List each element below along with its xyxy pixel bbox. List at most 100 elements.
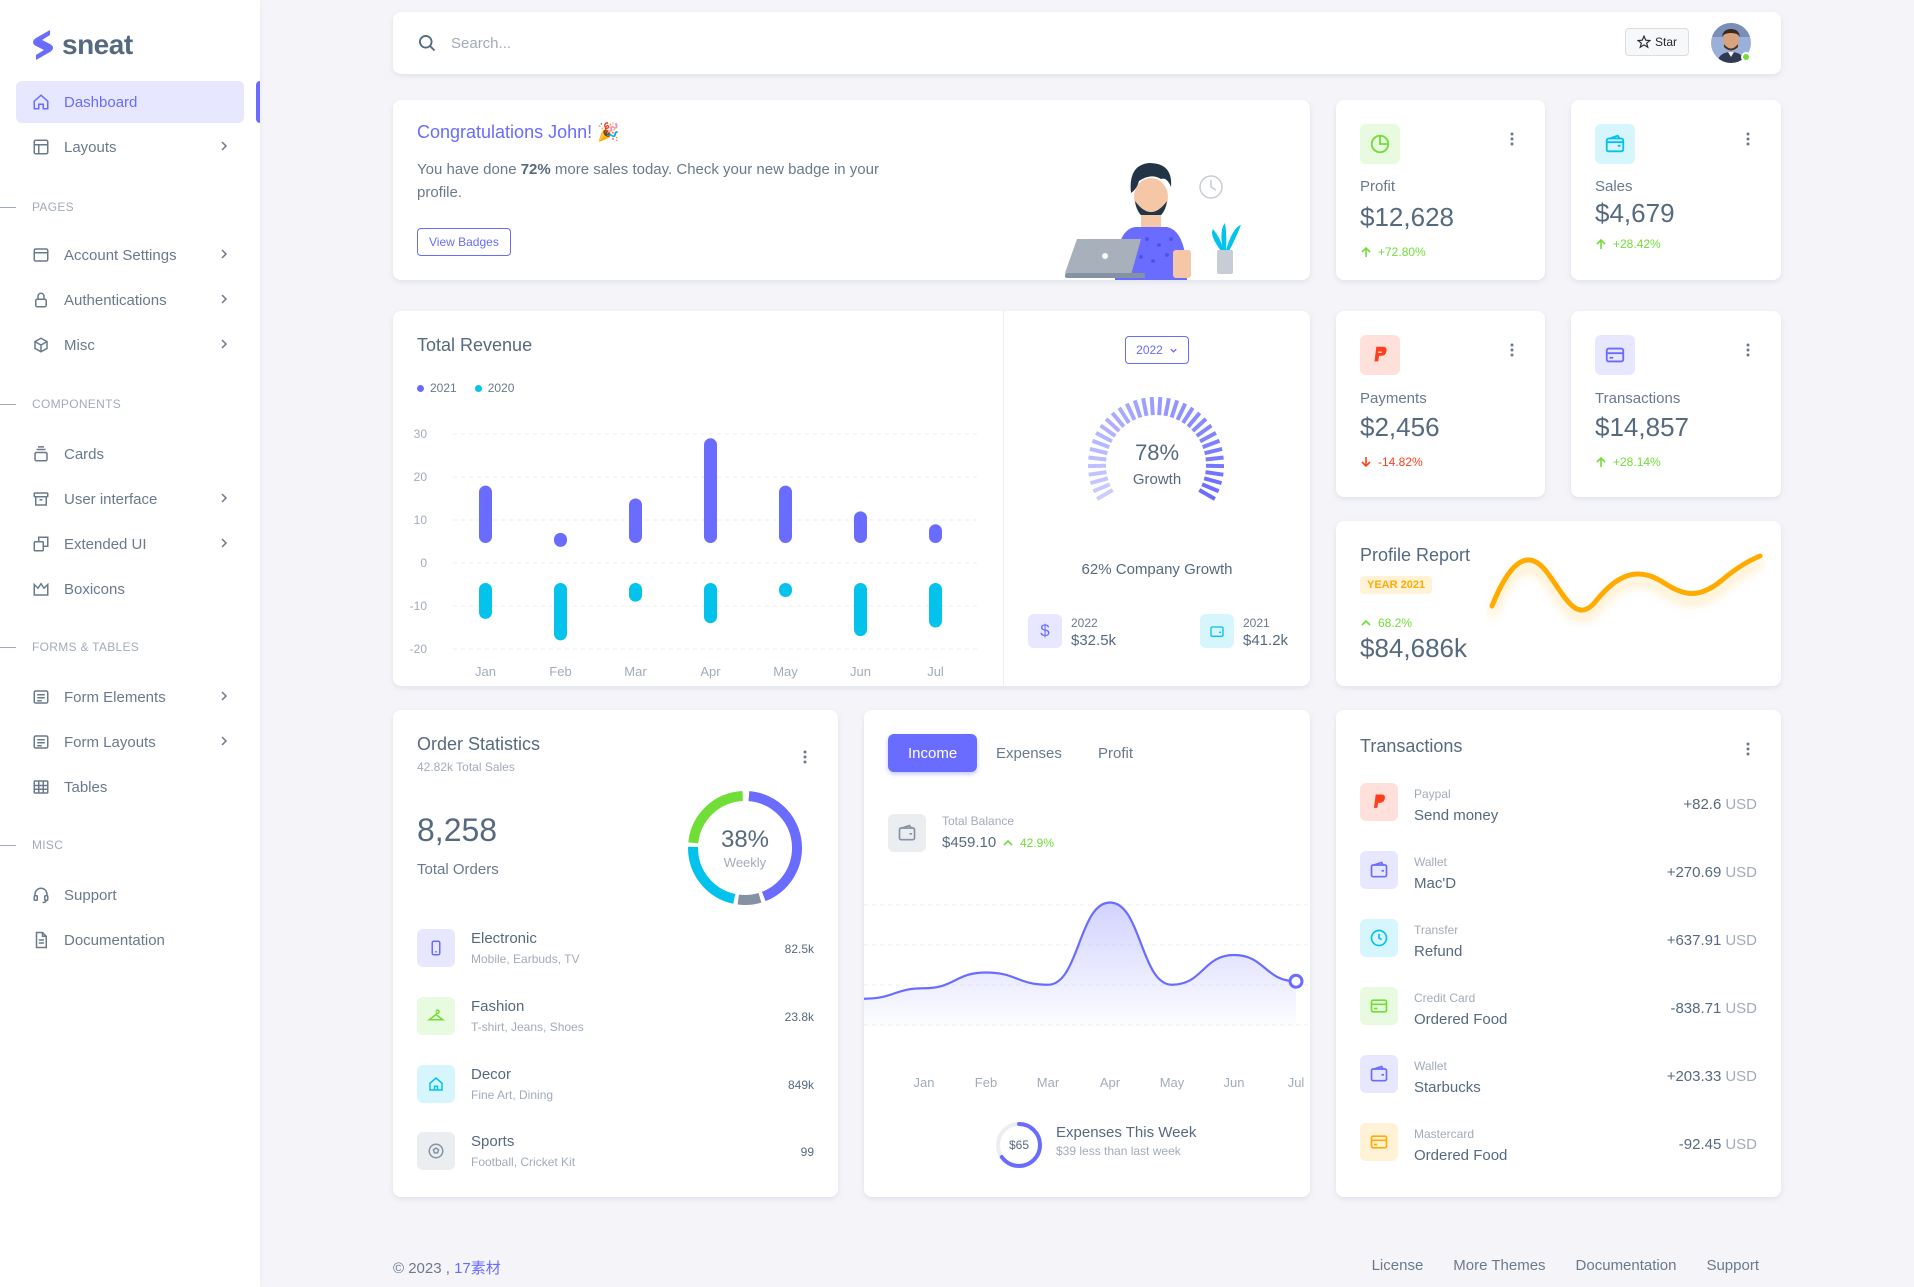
total-revenue-card: Total Revenue 2021 2020 30 20 10 0 -10 -20 Jan… [393,311,1310,686]
sidebar-item-form-layouts[interactable]: Form Layouts [16,721,244,763]
more-options-icon[interactable] [1739,130,1757,148]
menu-header-components: Components [0,397,121,411]
gauge-segment [1095,431,1113,444]
gauge-segment [1199,431,1217,444]
growth-radial-gauge [1087,397,1225,501]
github-star-button[interactable]: Star [1625,28,1689,56]
transaction-amount: -838.71 USD [1670,1000,1757,1017]
wallet-icon [1595,124,1635,164]
amount-value: +637.91 [1666,932,1722,949]
sidebar-item-label: Support [64,886,117,904]
view-badges-button[interactable]: View Badges [417,228,511,256]
profile-change: 68.2% [1360,616,1412,630]
dollar-icon: $ [1028,614,1062,648]
welcome-text: You have done 72% more sales today. Chec… [417,158,887,204]
brand[interactable]: sneat [30,28,133,62]
brand-link[interactable]: 17素材 [454,1260,501,1277]
category-value: 23.8k [784,1010,814,1024]
sidebar-item-label: Form Layouts [64,733,156,751]
year-dropdown-label: 2022 [1136,343,1163,357]
gauge-segment [1191,417,1208,433]
sidebar-item-documentation[interactable]: Documentation [16,919,244,961]
wallet-icon [1200,614,1234,648]
tab-profit[interactable]: Profit [1098,744,1134,762]
sidebar-item-form-elements[interactable]: Form Elements [16,676,244,718]
profile-report-card: Profile Report YEAR 2021 68.2% $84,686k [1336,521,1781,686]
more-options-icon[interactable] [1739,341,1757,359]
more-options-icon[interactable] [1739,740,1757,758]
transaction-amount: +637.91 USD [1667,932,1757,949]
collection-icon [32,445,50,463]
amount-value: +203.33 [1666,1068,1722,1085]
more-options-icon[interactable] [796,748,814,766]
category-sub: Mobile, Earbuds, TV [471,952,580,966]
chevron-up-icon [1003,839,1013,846]
gauge-segment [1132,399,1143,419]
legend-label: 2021 [430,381,457,395]
x-tick-label: Jun [850,664,871,679]
credit-card-icon [1360,1123,1398,1161]
sidebar-item-label: Documentation [64,931,165,949]
transaction-amount: -92.45 USD [1679,1136,1757,1153]
layout-icon [32,138,50,156]
summary-value: $32.5k [1071,632,1117,649]
user-avatar[interactable] [1711,23,1751,63]
sidebar-item-authentications[interactable]: Authentications [16,279,244,321]
chart-pie-icon [1360,124,1400,164]
gauge-segment [1088,455,1107,462]
more-options-icon[interactable] [1503,130,1521,148]
stat-change: +28.42% [1595,237,1661,251]
x-tick-label: Apr [1100,1075,1121,1090]
footer-link-more-themes[interactable]: More Themes [1453,1257,1546,1274]
sidebar-item-account-settings[interactable]: Account Settings [16,234,244,276]
transaction-name: Starbucks [1414,1079,1481,1096]
more-options-icon[interactable] [1503,341,1521,359]
transaction-name: Ordered Food [1414,1147,1508,1164]
area-fill [864,902,1296,1025]
growth-percent: 78% [1134,440,1180,465]
sidebar-item-tables[interactable]: Tables [16,766,244,808]
sidebar-item-user-interface[interactable]: User interface [16,478,244,520]
tab-expenses[interactable]: Expenses [996,744,1062,762]
transaction-name: Send money [1414,807,1499,824]
amount-currency: USD [1725,864,1757,881]
bar-2020-Mar [629,583,642,602]
lock-icon [32,291,50,309]
man-with-laptop-illustration [1065,163,1241,280]
search-input[interactable] [451,28,1051,58]
footer-link-support[interactable]: Support [1706,1257,1759,1274]
sidebar-item-extended-ui[interactable]: Extended UI [16,523,244,565]
amount-currency: USD [1725,796,1757,813]
support-icon [32,886,50,904]
sidebar-item-support[interactable]: Support [16,874,244,916]
expenses-sub: $39 less than last week [1056,1144,1181,1158]
year-dropdown-button[interactable]: 2022 [1125,336,1189,364]
bar-2020-Jul [929,583,942,628]
credit-card-icon [1595,335,1635,375]
chevron-right-icon [221,691,228,701]
transaction-type: Paypal [1414,787,1451,801]
welcome-text-before: You have done [417,161,521,178]
income-line [864,901,1297,1000]
footer-link-documentation[interactable]: Documentation [1575,1257,1677,1274]
sidebar-item-dashboard[interactable]: Dashboard [16,81,244,123]
sidebar-item-layouts[interactable]: Layouts [16,126,244,168]
star-label: Star [1654,35,1677,49]
sidebar-item-cards[interactable]: Cards [16,433,244,475]
gauge-segment [1124,402,1137,421]
sidebar-item-label: Extended UI [64,535,147,553]
dock-icon [32,246,50,264]
data-point [1288,973,1304,989]
chevron-right-icon [221,294,228,304]
y-tick-label: 10 [414,513,428,527]
sidebar-item-misc[interactable]: Misc [16,324,244,366]
wallet-icon [1360,1055,1398,1093]
footer-link-license[interactable]: License [1371,1257,1424,1274]
sidebar-item-boxicons[interactable]: Boxicons [16,568,244,610]
donut-percent: 38% [720,826,770,853]
gauge-segment [1149,397,1155,416]
amount-value: +270.69 [1666,864,1722,881]
transaction-name: Ordered Food [1414,1011,1508,1028]
tab-income[interactable]: Income [888,734,978,772]
wallet-icon [1360,851,1398,889]
